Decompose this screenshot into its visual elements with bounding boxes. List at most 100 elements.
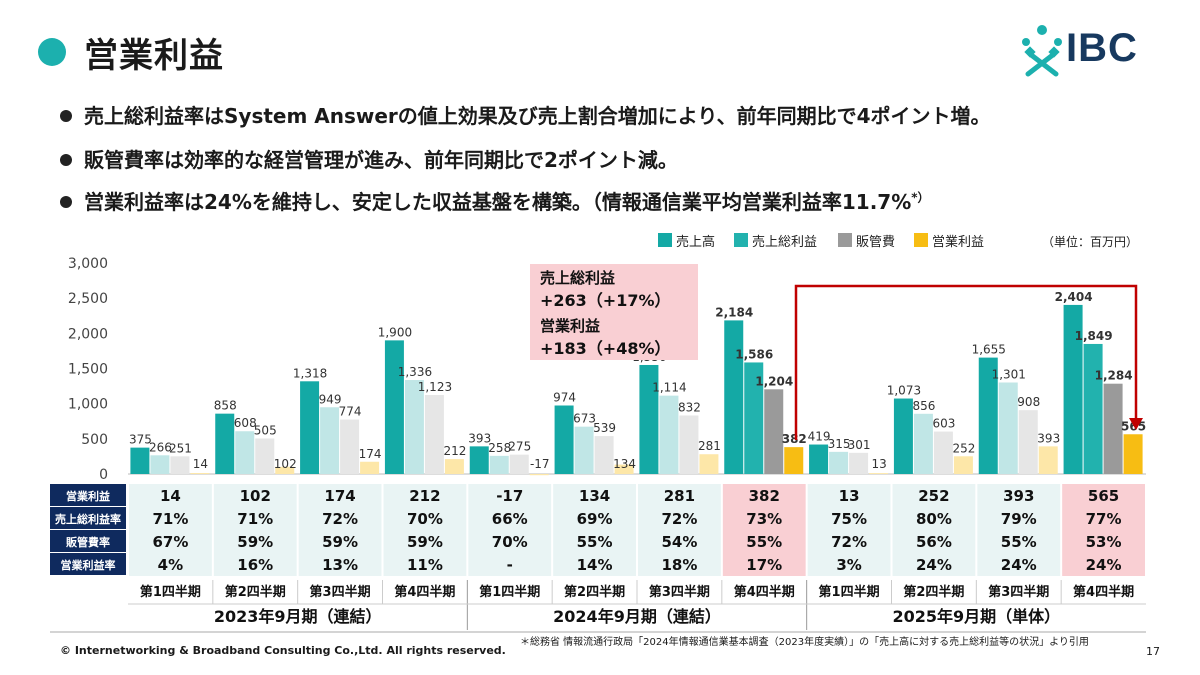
quarter-label: 第1四半期 <box>479 584 540 600</box>
data-label: 608 <box>234 416 257 430</box>
data-label: 252 <box>952 441 975 455</box>
table-cell: 72% <box>661 510 697 528</box>
table-row-label: 営業利益率 <box>61 558 116 572</box>
table-cell: 212 <box>409 487 440 505</box>
table-cell: 72% <box>322 510 358 528</box>
y-tick-label: 0 <box>99 467 108 483</box>
bar-売上高 <box>809 444 829 474</box>
table-column-bg <box>892 484 976 576</box>
table-cell: 24% <box>1086 556 1122 574</box>
bullet-3: 営業利益率は24%を維持し、安定した収益基盤を構築。（情報通信業平均営業利益率1… <box>60 186 930 215</box>
copyright-footer: © Internetworking & Broadband Consulting… <box>60 644 506 657</box>
bar-営業利益 <box>360 461 380 474</box>
table-cell: 281 <box>664 487 695 505</box>
data-label: 856 <box>912 399 935 413</box>
bar-売上高 <box>978 357 998 474</box>
bar-販管費 <box>340 419 360 474</box>
data-label: 949 <box>319 392 342 406</box>
data-label: 13 <box>871 457 886 471</box>
data-label: 1,123 <box>418 380 452 394</box>
bar-売上総利益 <box>489 455 509 474</box>
table-cell: 16% <box>237 556 273 574</box>
bullet-dot <box>60 153 72 166</box>
data-label: 1,318 <box>293 366 327 380</box>
data-label: 281 <box>698 439 721 453</box>
data-label: 774 <box>339 405 362 419</box>
table-column-bg <box>129 484 212 576</box>
table-column-bg <box>553 484 636 576</box>
y-tick-label: 500 <box>81 432 108 448</box>
table-cell: 11% <box>407 556 443 574</box>
quarter-label: 第3四半期 <box>649 584 710 600</box>
bar-売上総利益 <box>235 431 255 474</box>
comparison-arrow-head <box>1129 418 1143 430</box>
data-label: 212 <box>443 444 466 458</box>
table-cell: 73% <box>746 510 782 528</box>
data-label: 832 <box>678 400 701 414</box>
comparison-bracket <box>794 284 1138 440</box>
table-cell: 24% <box>1001 556 1037 574</box>
table-cell: 80% <box>916 510 952 528</box>
bullet-dot <box>60 195 72 208</box>
bullet-3-text: 営業利益率は24%を維持し、安定した収益基盤を構築。（情報通信業平均営業利益率1… <box>84 190 912 214</box>
table-cell: 55% <box>1001 533 1037 551</box>
table-cell: 3% <box>836 556 861 574</box>
bar-販管費 <box>170 456 190 474</box>
callout-box <box>530 264 698 360</box>
bar-売上高 <box>893 398 913 474</box>
bar-売上総利益 <box>998 382 1018 474</box>
data-label: 375 <box>129 433 152 447</box>
data-label: -17 <box>530 457 550 471</box>
bar-販管費 <box>849 452 869 474</box>
table-column-bg <box>213 484 297 576</box>
data-label: 393 <box>468 431 491 445</box>
data-label: 419 <box>808 430 831 444</box>
data-label: 673 <box>573 412 596 426</box>
bar-営業利益 <box>784 447 804 474</box>
table-cell: 70% <box>407 510 443 528</box>
legend-label: 売上総利益 <box>752 234 817 250</box>
table-cell: 54% <box>661 533 697 551</box>
table-row-label-bg <box>50 553 126 575</box>
table-cell: 69% <box>577 510 613 528</box>
bar-営業利益 <box>869 473 889 474</box>
table-cell: 59% <box>322 533 358 551</box>
table-cell: 174 <box>324 487 355 505</box>
callout-line-2: +263（+17%） <box>540 291 671 310</box>
callout-line-4: +183（+48%） <box>540 339 671 358</box>
data-label: 1,655 <box>972 343 1006 357</box>
table-row-label-bg <box>50 484 126 506</box>
table-row-label: 営業利益 <box>66 489 110 503</box>
bar-販管費 <box>509 454 529 474</box>
bar-営業利益 <box>953 456 973 474</box>
bar-売上高 <box>130 447 150 474</box>
legend-label: 売上高 <box>676 234 715 250</box>
source-note: ＊総務省 情報流通行政局「2024年情報通信業基本調査（2023年度実績）」の「… <box>520 637 1089 648</box>
bar-売上総利益 <box>150 455 170 474</box>
table-cell: 53% <box>1086 533 1122 551</box>
table-cell: 70% <box>492 533 528 551</box>
data-label: 266 <box>149 440 172 454</box>
quarter-label: 第1四半期 <box>819 584 880 600</box>
data-label: 258 <box>488 441 511 455</box>
table-cell: 393 <box>1003 487 1034 505</box>
callout-line-1: 売上総利益 <box>540 269 615 287</box>
y-tick-label: 3,000 <box>68 256 108 272</box>
quarter-label: 第4四半期 <box>1073 584 1134 600</box>
table-cell: - <box>507 556 513 574</box>
bar-売上総利益 <box>829 451 849 474</box>
ibc-logo-icon <box>1022 25 1062 77</box>
bar-営業利益 <box>1123 434 1143 474</box>
table-cell: 67% <box>152 533 188 551</box>
bar-営業利益 <box>1038 446 1058 474</box>
legend-swatch <box>734 233 748 247</box>
table-cell: 79% <box>1001 510 1037 528</box>
bar-販管費 <box>764 389 784 474</box>
bar-販管費 <box>679 415 699 474</box>
fiscal-year-label: 2024年9月期（連結） <box>553 607 721 626</box>
bar-営業利益 <box>614 464 634 474</box>
bar-売上高 <box>215 413 235 474</box>
legend-swatch <box>914 233 928 247</box>
data-label: 1,586 <box>735 347 773 361</box>
